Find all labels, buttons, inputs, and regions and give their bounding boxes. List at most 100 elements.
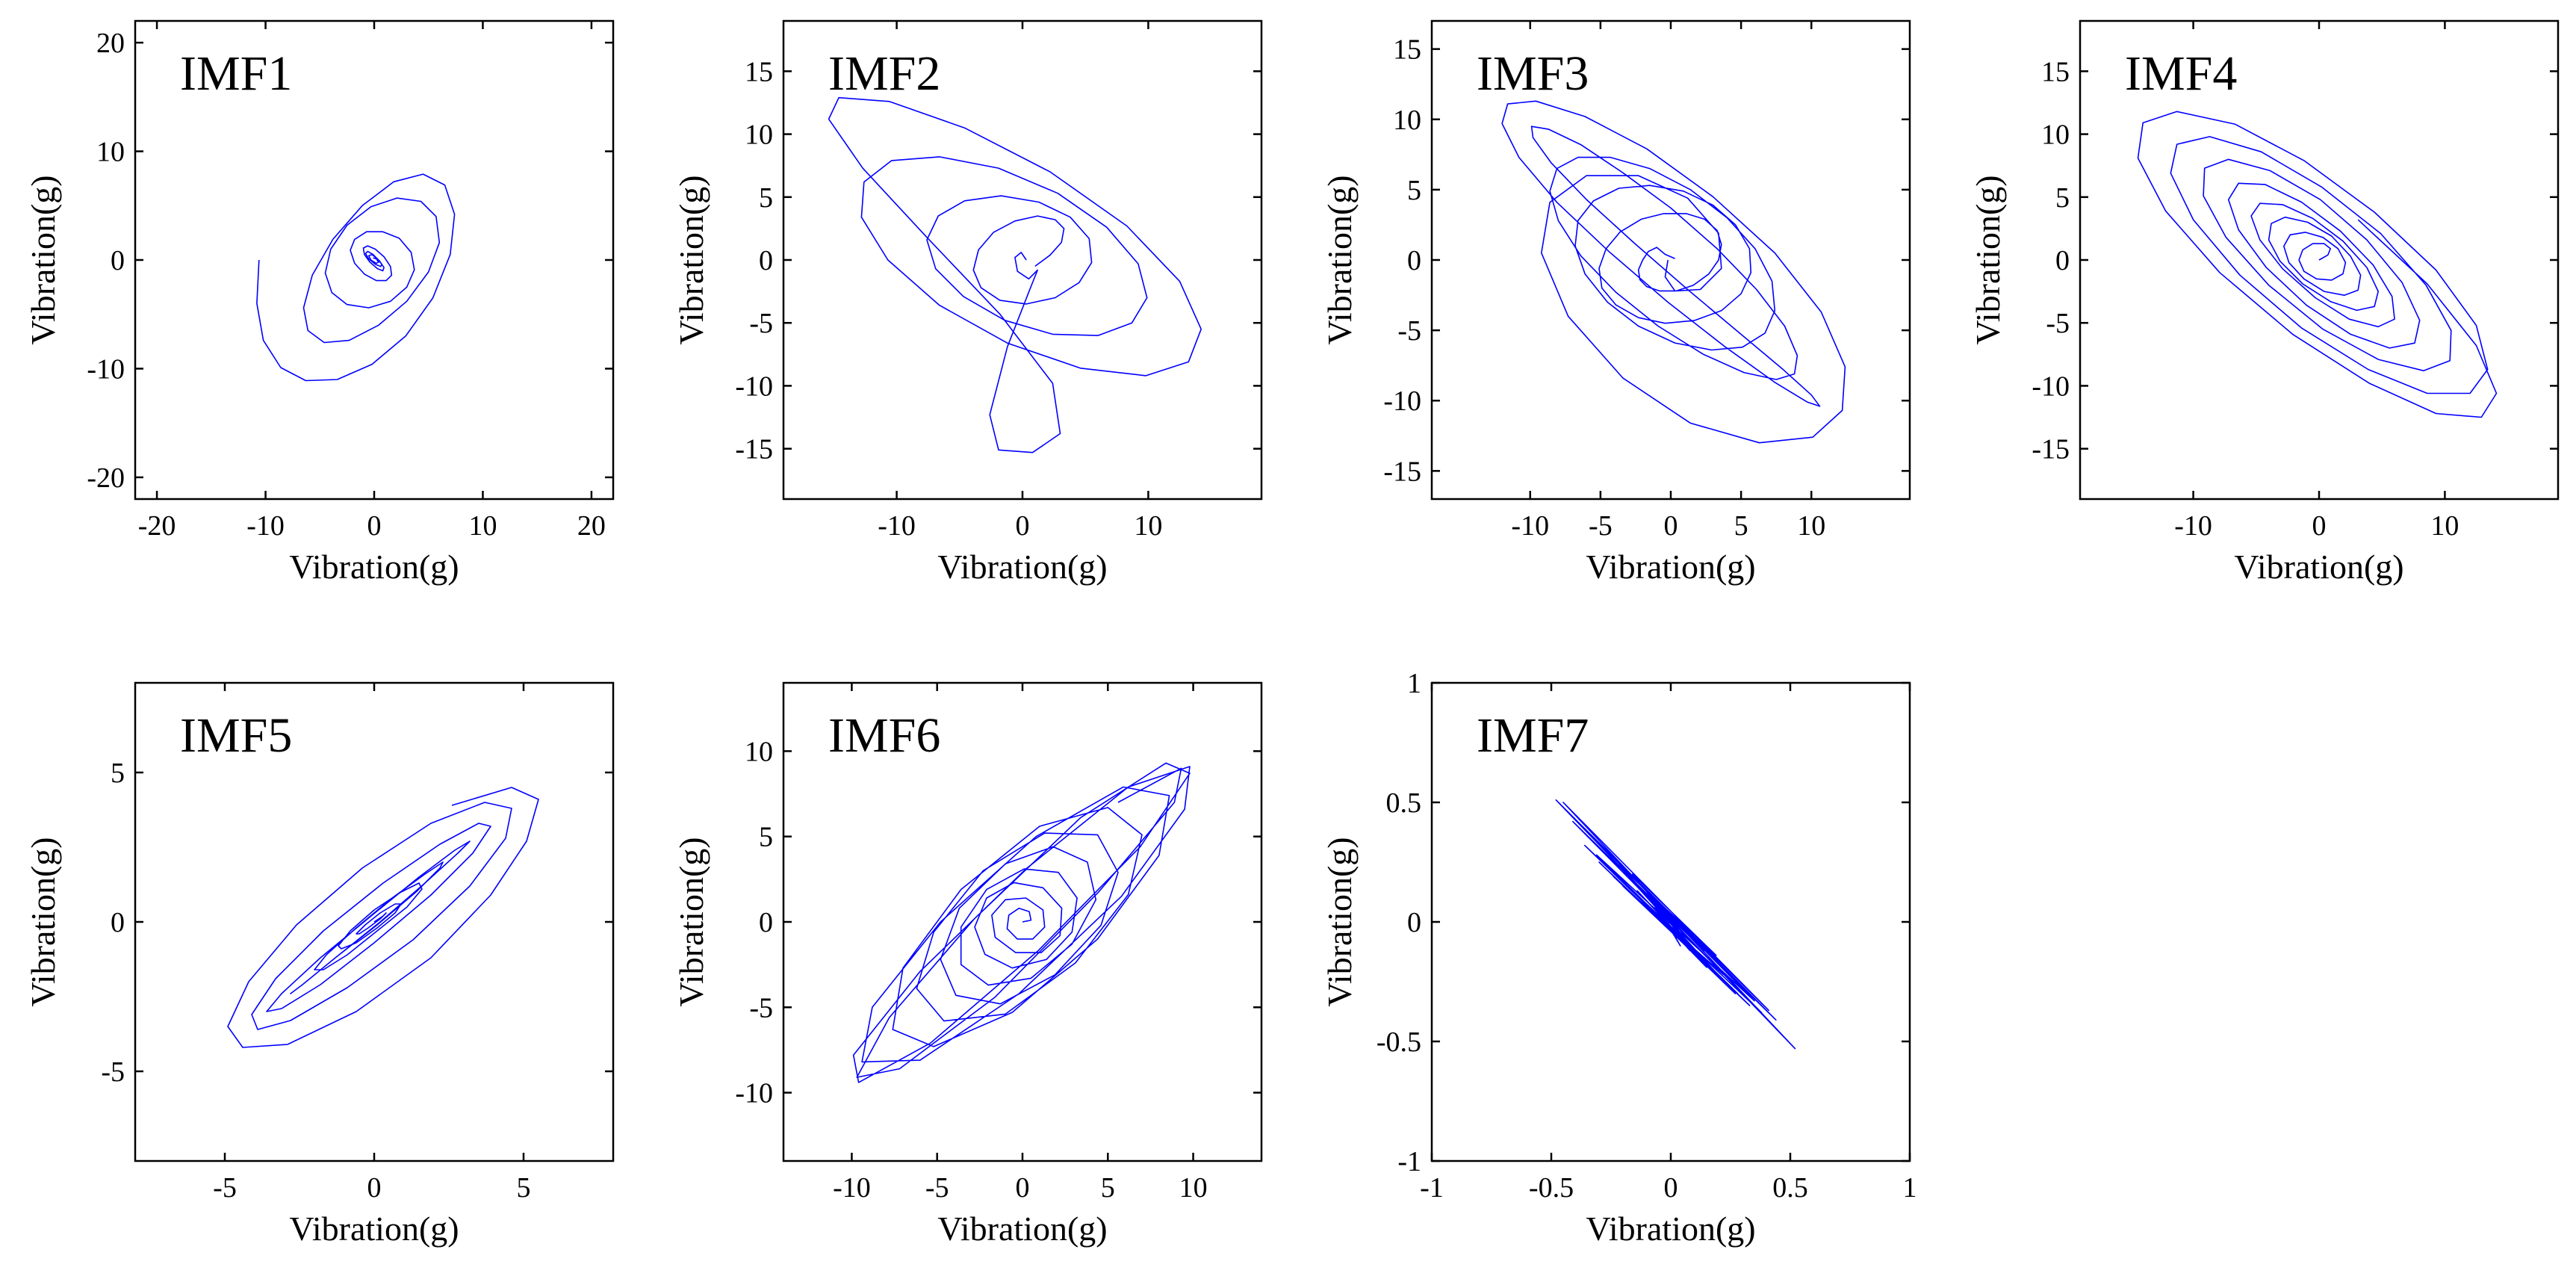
imf7-x-axis-label: Vibration(g) <box>1586 1210 1755 1248</box>
imf1-x-tick-label: -20 <box>138 510 176 542</box>
imf7-y-tick-label: -1 <box>1397 1146 1421 1177</box>
imf2-x-axis-label: Vibration(g) <box>937 548 1107 586</box>
imf4-y-tick-label: -15 <box>2032 434 2070 465</box>
imf1-y-tick-label: 0 <box>111 245 125 276</box>
imf5-panel-title: IMF5 <box>180 708 292 763</box>
imf2-y-axis-label: Vibration(g) <box>672 175 710 344</box>
imf6-x-tick-label: -5 <box>925 1172 949 1204</box>
imf1-y-axis-label: Vibration(g) <box>24 175 62 344</box>
imf1-panel: -20 -10 0 10 20 -20 -10 0 10 20 Vibration(g) Vibrat… <box>24 19 615 586</box>
imf3-x-tick-label: -10 <box>1511 510 1549 542</box>
imf2-y-tick-label: -10 <box>735 371 773 402</box>
imf2-panel-title: IMF2 <box>828 46 940 101</box>
imf4-x-axis-label: Vibration(g) <box>2234 548 2403 586</box>
imf5-trajectory-line <box>227 787 539 1048</box>
imf5-y-tick-label: -5 <box>101 1056 125 1088</box>
imf6-x-tick-label: -10 <box>833 1172 871 1204</box>
imf4-panel: -10 0 10 -15 -10 -5 0 5 10 15 Vibration(g) Vibratio… <box>1969 19 2560 586</box>
imf7-trajectory-line <box>1555 799 1796 1050</box>
imf3-x-tick-label: 0 <box>1664 510 1678 542</box>
imf1-y-tick-label: 10 <box>96 137 125 168</box>
imf6-panel-title: IMF6 <box>828 708 940 763</box>
imf5-x-tick-label: 0 <box>367 1172 382 1204</box>
imf6-y-tick-label: -10 <box>735 1078 773 1109</box>
imf1-x-tick-label: -10 <box>246 510 285 542</box>
imf4-y-tick-label: 15 <box>2041 56 2070 87</box>
imf4-x-tick-label: 0 <box>2312 510 2327 542</box>
imf7-y-axis-label: Vibration(g) <box>1320 837 1359 1006</box>
imf6-x-axis-label: Vibration(g) <box>937 1210 1107 1248</box>
imf6-x-tick-label: 5 <box>1101 1172 1115 1204</box>
imf3-x-tick-label: 5 <box>1734 510 1748 542</box>
imf2-y-tick-label: 15 <box>745 56 773 87</box>
imf3-y-tick-label: 15 <box>1393 34 1421 66</box>
imf4-y-axis-label: Vibration(g) <box>1969 175 2007 344</box>
imf2-panel: -10 0 10 -15 -10 -5 0 5 10 15 Vibration(g) Vibratio… <box>672 19 1263 586</box>
imf1-x-tick-label: 0 <box>367 510 382 542</box>
imf6-y-tick-label: 0 <box>759 907 773 938</box>
imf3-panel: -10 -5 0 5 10 -15 -10 -5 0 5 10 15 Vibration(g) Vibra… <box>1320 19 1911 586</box>
imf1-y-tick-label: -20 <box>87 462 125 494</box>
imf4-y-tick-label: -5 <box>2046 308 2070 339</box>
imf6-y-tick-label: 5 <box>759 822 773 853</box>
imf7-y-tick-label: -0.5 <box>1377 1026 1421 1058</box>
imf1-x-tick-label: 20 <box>577 510 606 542</box>
imf5-y-tick-label: 5 <box>111 758 125 789</box>
imf1-trajectory-line <box>256 173 456 382</box>
imf4-y-tick-label: 5 <box>2055 182 2070 214</box>
imf6-x-tick-label: 0 <box>1016 1172 1030 1204</box>
imf7-x-tick-label: 0 <box>1664 1172 1678 1204</box>
imf3-y-axis-label: Vibration(g) <box>1320 175 1359 344</box>
imf1-x-axis-label: Vibration(g) <box>289 548 459 586</box>
imf7-x-tick-label: -0.5 <box>1529 1172 1574 1204</box>
imf5-y-tick-label: 0 <box>111 907 125 938</box>
imf7-x-tick-label: 1 <box>1903 1172 1917 1204</box>
imf1-panel-title: IMF1 <box>180 46 292 101</box>
imf1-x-tick-label: 10 <box>468 510 497 542</box>
imf3-x-axis-label: Vibration(g) <box>1586 548 1755 586</box>
imf1-y-tick-label: -10 <box>87 353 125 385</box>
imf3-trajectory-line <box>1501 100 1846 444</box>
imf3-x-tick-label: 10 <box>1797 510 1825 542</box>
imf4-y-tick-label: 0 <box>2055 245 2070 276</box>
imf7-panel-title: IMF7 <box>1477 708 1589 763</box>
imf2-y-tick-label: 0 <box>759 245 773 276</box>
imf5-x-tick-label: 5 <box>517 1172 531 1204</box>
imf4-panel-title: IMF4 <box>2125 46 2237 101</box>
imf2-x-tick-label: -10 <box>878 510 916 542</box>
imf4-y-tick-label: -10 <box>2032 371 2070 402</box>
imf4-y-tick-label: 10 <box>2041 120 2070 151</box>
imf6-panel: -10 -5 0 5 10 -10 -5 0 5 10 Vibration(g) Vibration(… <box>672 681 1263 1248</box>
imf3-x-tick-label: -5 <box>1589 510 1613 542</box>
imf2-y-tick-label: 5 <box>759 182 773 214</box>
imf6-y-tick-label: -5 <box>749 992 773 1024</box>
imf6-y-tick-label: 10 <box>745 736 773 767</box>
imf2-y-tick-label: 10 <box>745 120 773 151</box>
imf3-y-tick-label: -15 <box>1383 456 1421 487</box>
imf4-x-tick-label: 10 <box>2430 510 2459 542</box>
imf7-y-tick-label: 0.5 <box>1386 787 1422 819</box>
imf7-x-tick-label: -1 <box>1420 1172 1444 1204</box>
imf2-x-tick-label: 10 <box>1134 510 1162 542</box>
imf6-y-axis-label: Vibration(g) <box>672 837 710 1006</box>
imf7-panel: -1 -0.5 0 0.5 1 -1 -0.5 0 0.5 1 Vibration(g) Vibrat… <box>1320 668 1917 1248</box>
imf5-x-axis-label: Vibration(g) <box>289 1210 459 1248</box>
imf3-y-tick-label: 10 <box>1393 105 1421 136</box>
imf4-x-tick-label: -10 <box>2174 510 2212 542</box>
imf3-y-tick-label: -10 <box>1383 385 1421 417</box>
imf3-y-tick-label: -5 <box>1397 315 1421 347</box>
imf2-y-tick-label: -15 <box>735 434 773 465</box>
imf5-panel: -5 0 5 -5 0 5 Vibration(g) Vibration(g) IMF5 <box>24 681 615 1248</box>
imf5-y-axis-label: Vibration(g) <box>24 837 62 1006</box>
imf3-y-tick-label: 0 <box>1407 245 1421 276</box>
imf4-trajectory-line <box>2137 111 2498 418</box>
imf6-x-tick-label: 10 <box>1179 1172 1208 1204</box>
imf2-y-tick-label: -5 <box>749 308 773 339</box>
imf2-trajectory-line <box>828 96 1202 453</box>
imf6-trajectory-line <box>852 762 1191 1083</box>
imf1-y-tick-label: 20 <box>96 28 125 59</box>
imf7-y-tick-label: 0 <box>1407 907 1421 938</box>
imf3-panel-title: IMF3 <box>1477 46 1589 101</box>
imf2-x-tick-label: 0 <box>1016 510 1030 542</box>
